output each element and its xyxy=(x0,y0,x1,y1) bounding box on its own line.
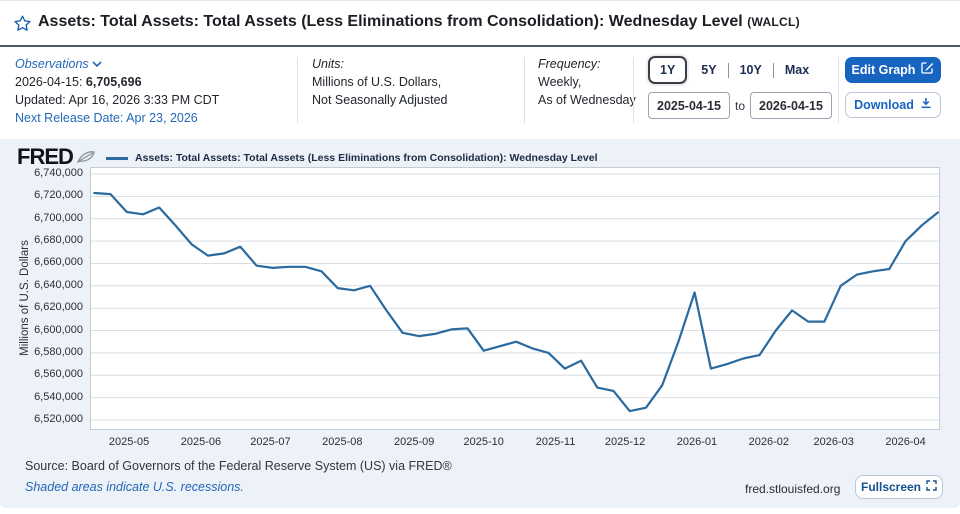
title-bar: Assets: Total Assets: Total Assets (Less… xyxy=(0,1,960,45)
observations-block: Observations 2026-04-15: 6,705,696 Updat… xyxy=(15,55,219,127)
x-axis-tick-label: 2026-02 xyxy=(748,436,789,448)
y-axis-tick-label: 6,640,000 xyxy=(34,278,83,291)
y-axis-tick-label: 6,720,000 xyxy=(34,189,83,202)
x-axis-tick-label: 2026-01 xyxy=(676,436,718,448)
date-from-input[interactable] xyxy=(648,92,730,119)
date-range-block: 1Y 5Y 10Y Max to xyxy=(648,55,833,119)
action-buttons-block: Edit Graph Download xyxy=(845,55,945,118)
range-button-group: 1Y 5Y 10Y Max xyxy=(648,55,832,85)
download-label: Download xyxy=(854,98,914,112)
x-axis-tick-label: 2025-09 xyxy=(393,436,435,448)
x-axis-tick-label: 2026-04 xyxy=(885,436,926,448)
range-button-1y[interactable]: 1Y xyxy=(648,56,688,84)
recessions-note-link[interactable]: Shaded areas indicate U.S. recessions. xyxy=(25,480,244,494)
units-line2: Not Seasonally Adjusted xyxy=(312,93,448,107)
fullscreen-label: Fullscreen xyxy=(860,480,922,494)
plot-area[interactable]: Millions of U.S. Dollars 6,520,000 6,540,… xyxy=(19,167,941,448)
column-divider xyxy=(633,57,634,123)
units-label: Units: xyxy=(312,57,344,71)
latest-observation-value: 6,705,696 xyxy=(85,75,142,89)
y-axis-tick-label: 6,580,000 xyxy=(34,345,83,358)
download-button[interactable]: Download xyxy=(845,92,941,118)
y-axis-tick-label: 6,660,000 xyxy=(34,256,83,269)
legend-line-swatch xyxy=(106,156,128,160)
fred-logo: FRED xyxy=(17,144,96,170)
date-to-input[interactable] xyxy=(750,92,833,119)
range-date-inputs: to xyxy=(648,92,833,119)
legend-label: Assets: Total Assets: Total Assets (Less… xyxy=(135,152,598,164)
x-axis-tick-label: 2025-12 xyxy=(604,436,646,448)
series-ticker: (WALCL) xyxy=(747,15,800,29)
y-axis-tick-label: 6,560,000 xyxy=(34,368,83,381)
download-icon xyxy=(920,96,932,114)
fullscreen-button[interactable]: Fullscreen xyxy=(855,475,943,499)
site-url: fred.stlouisfed.org xyxy=(745,482,841,496)
range-button-max[interactable]: Max xyxy=(784,63,810,77)
fred-leaf-icon xyxy=(76,144,96,170)
updated-timestamp: Updated: Apr 16, 2026 3:33 PM CDT xyxy=(15,93,220,107)
range-button-5y[interactable]: 5Y xyxy=(701,63,717,77)
column-divider xyxy=(297,57,298,123)
chart-section: FRED Assets: Total Assets: Total Assets … xyxy=(0,139,960,508)
units-line1: Millions of U.S. Dollars, xyxy=(312,75,442,89)
info-bar: Observations 2026-04-15: 6,705,696 Updat… xyxy=(0,47,960,139)
favorite-star-icon[interactable] xyxy=(13,14,32,38)
column-divider xyxy=(838,57,839,123)
fullscreen-corners-icon xyxy=(926,480,937,494)
fred-logo-text: FRED xyxy=(17,144,74,169)
edit-graph-label: Edit Graph xyxy=(851,63,916,77)
chart-legend: Assets: Total Assets: Total Assets (Less… xyxy=(106,152,598,164)
range-separator xyxy=(772,62,774,78)
units-block: Units: Millions of U.S. Dollars, Not Sea… xyxy=(312,55,448,109)
page-title: Assets: Total Assets: Total Assets (Less… xyxy=(38,13,800,31)
chart-svg xyxy=(91,173,941,421)
series-line xyxy=(93,191,940,413)
y-axis-tick-label: 6,680,000 xyxy=(34,234,83,247)
source-attribution: Source: Board of Governors of the Federa… xyxy=(25,459,452,473)
x-axis-tick-label: 2025-07 xyxy=(250,436,291,448)
observations-link[interactable]: Observations xyxy=(15,57,89,71)
x-axis-tick-label: 2025-05 xyxy=(108,436,150,448)
chevron-down-icon[interactable] xyxy=(92,57,102,71)
x-axis-tick-label: 2025-11 xyxy=(535,436,576,448)
x-axis-tick-label: 2025-08 xyxy=(322,436,363,448)
x-axis-tick-label: 2025-10 xyxy=(463,436,504,448)
range-separator xyxy=(727,62,729,78)
y-axis-tick-label: 6,600,000 xyxy=(34,323,83,336)
column-divider xyxy=(524,57,525,123)
y-axis-tick-label: 6,520,000 xyxy=(34,413,83,425)
frequency-line2: As of Wednesday xyxy=(538,93,636,107)
edit-pencil-icon xyxy=(921,61,934,79)
latest-observation-date: 2026-04-15: xyxy=(15,75,83,89)
frequency-line1: Weekly, xyxy=(538,75,582,89)
y-axis-tick-label: 6,700,000 xyxy=(34,211,83,224)
x-axis-tick-label: 2025-06 xyxy=(180,436,222,448)
edit-graph-button[interactable]: Edit Graph xyxy=(845,57,941,83)
range-button-10y[interactable]: 10Y xyxy=(739,63,762,77)
title-divider xyxy=(0,45,960,47)
y-axis-tick-label: 6,540,000 xyxy=(34,390,83,403)
y-axis-tick-label: 6,620,000 xyxy=(34,301,83,314)
frequency-block: Frequency: Weekly, As of Wednesday xyxy=(538,55,636,109)
series-title: Assets: Total Assets: Total Assets (Less… xyxy=(38,13,743,30)
to-label: to xyxy=(735,98,746,113)
y-axis-tick-label: 6,740,000 xyxy=(34,167,83,179)
x-axis-tick-label: 2026-03 xyxy=(813,436,854,448)
next-release-link[interactable]: Next Release Date: Apr 23, 2026 xyxy=(15,111,198,125)
frequency-label: Frequency: xyxy=(538,57,601,71)
